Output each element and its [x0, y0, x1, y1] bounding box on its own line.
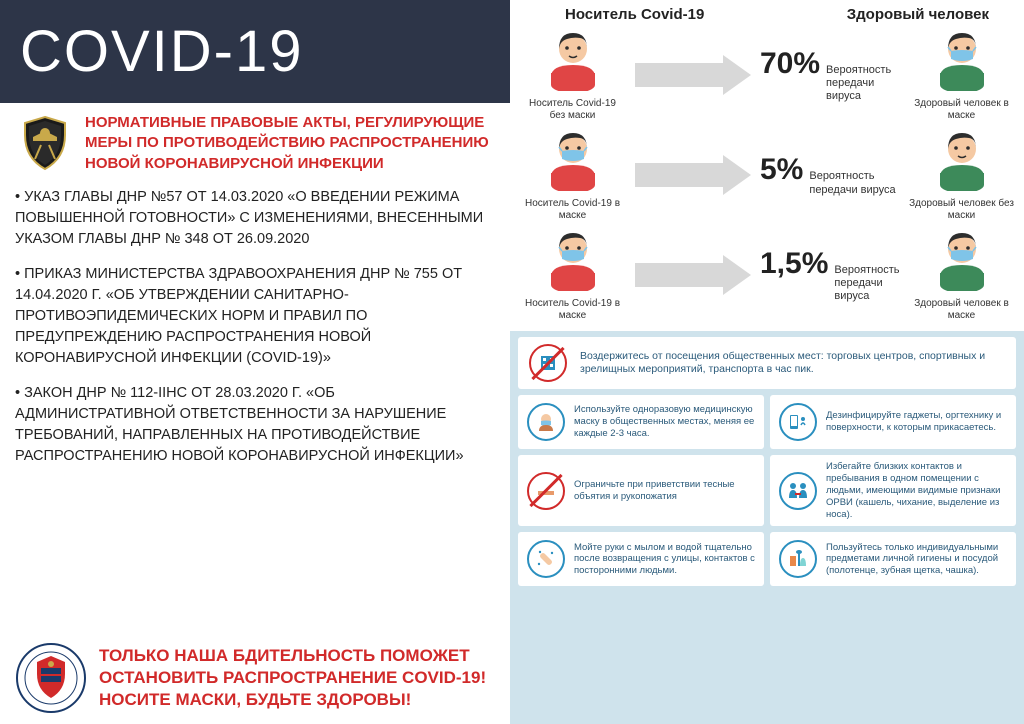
handshake-ban-icon [526, 471, 566, 511]
footer-row: ТОЛЬКО НАША БДИТЕЛЬНОСТЬ ПОМОЖЕТ ОСТАНОВ… [0, 642, 510, 724]
mask-person-icon [526, 402, 566, 442]
healthy-person: Здоровый человек без маски [909, 129, 1014, 221]
arrow-icon [629, 153, 756, 197]
percentage-value: 5% [760, 153, 803, 187]
carrier-person: Носитель Covid-19 в маске [520, 229, 625, 321]
header-row: НОРМАТИВНЫЕ ПРАВОВЫЕ АКТЫ, РЕГУЛИРУЮЩИЕ … [0, 103, 510, 179]
emblem-icon [15, 113, 75, 173]
head-left: Носитель Covid-19 [565, 6, 704, 23]
tips-section: Воздержитесь от посещения общественных м… [510, 331, 1024, 724]
tip-text: Используйте одноразовую медицинскую маск… [574, 404, 756, 440]
tip-wide: Воздержитесь от посещения общественных м… [518, 337, 1016, 389]
tip-card: Мойте руки с мылом и водой тщательно пос… [518, 532, 764, 586]
personal-icon [778, 539, 818, 579]
carrier-caption: Носитель Covid-19 в маске [520, 298, 625, 321]
bullets-list: • УКАЗ ГЛАВЫ ДНР №57 ОТ 14.03.2020 «О ВВ… [0, 179, 510, 481]
percentage-value: 70% [760, 47, 820, 81]
transmission-rows: Носитель Covid-19 без маски 70% Вероятно… [510, 25, 1024, 325]
percentage-label: Вероятность передачи вируса [809, 170, 905, 196]
bullet-item: • ЗАКОН ДНР № 112-IIНС ОТ 28.03.2020 Г. … [15, 383, 495, 467]
wash-hands-icon [526, 539, 566, 579]
carrier-person: Носитель Covid-19 без маски [520, 29, 625, 121]
tip-text: Воздержитесь от посещения общественных м… [580, 350, 1006, 376]
carrier-caption: Носитель Covid-19 без маски [520, 98, 625, 121]
percentage-value: 1,5% [760, 247, 828, 281]
tip-card: Используйте одноразовую медицинскую маск… [518, 395, 764, 449]
header-text: НОРМАТИВНЫЕ ПРАВОВЫЕ АКТЫ, РЕГУЛИРУЮЩИЕ … [85, 113, 495, 174]
healthy-caption: Здоровый человек без маски [909, 198, 1014, 221]
tip-grid: Используйте одноразовую медицинскую маск… [518, 395, 1016, 586]
tip-text: Избегайте близких контактов и пребывания… [826, 461, 1008, 520]
percentage-label: Вероятность передачи вируса [826, 64, 905, 104]
footer-text: ТОЛЬКО НАША БДИТЕЛЬНОСТЬ ПОМОЖЕТ ОСТАНОВ… [99, 645, 495, 711]
tip-card: Пользуйтесь только индивидуальными предм… [770, 532, 1016, 586]
tip-text: Ограничьте при приветствии тесные объяти… [574, 479, 756, 503]
arrow-icon [629, 53, 756, 97]
page-title: COVID-19 [20, 18, 490, 85]
head-right: Здоровый человек [847, 6, 989, 23]
sanitize-icon [778, 402, 818, 442]
transmission-header: Носитель Covid-19 Здоровый человек [510, 0, 1024, 25]
healthy-person: Здоровый человек в маске [909, 29, 1014, 121]
tip-card: Избегайте близких контактов и пребывания… [770, 455, 1016, 526]
arrow-icon [629, 253, 756, 297]
transmission-row: Носитель Covid-19 в маске 1,5% Вероятнос… [520, 225, 1014, 325]
bullet-item: • УКАЗ ГЛАВЫ ДНР №57 ОТ 14.03.2020 «О ВВ… [15, 187, 495, 250]
transmission-row: Носитель Covid-19 без маски 70% Вероятно… [520, 25, 1014, 125]
title-banner: COVID-19 [0, 0, 510, 103]
distance-icon [778, 471, 818, 511]
tip-text: Мойте руки с мылом и водой тщательно пос… [574, 542, 756, 578]
carrier-person: Носитель Covid-19 в маске [520, 129, 625, 221]
percentage-label: Вероятность передачи вируса [834, 264, 905, 304]
right-column: Носитель Covid-19 Здоровый человек Носит… [510, 0, 1024, 724]
percentage-block: 1,5% Вероятность передачи вируса [760, 247, 905, 304]
healthy-person: Здоровый человек в маске [909, 229, 1014, 321]
tip-text: Дезинфицируйте гаджеты, оргтехнику и пов… [826, 410, 1008, 434]
building-ban-icon [528, 343, 568, 383]
seal-icon [15, 642, 87, 714]
bullet-item: • ПРИКАЗ МИНИСТЕРСТВА ЗДРАВООХРАНЕНИЯ ДН… [15, 264, 495, 369]
transmission-row: Носитель Covid-19 в маске 5% Вероятность… [520, 125, 1014, 225]
left-column: COVID-19 НОРМАТИВНЫЕ ПРАВОВЫЕ АКТЫ, РЕГУ… [0, 0, 510, 724]
tip-text: Пользуйтесь только индивидуальными предм… [826, 542, 1008, 578]
percentage-block: 5% Вероятность передачи вируса [760, 153, 905, 196]
healthy-caption: Здоровый человек в маске [909, 98, 1014, 121]
tip-card: Ограничьте при приветствии тесные объяти… [518, 455, 764, 526]
tip-card: Дезинфицируйте гаджеты, оргтехнику и пов… [770, 395, 1016, 449]
percentage-block: 70% Вероятность передачи вируса [760, 47, 905, 104]
healthy-caption: Здоровый человек в маске [909, 298, 1014, 321]
carrier-caption: Носитель Covid-19 в маске [520, 198, 625, 221]
